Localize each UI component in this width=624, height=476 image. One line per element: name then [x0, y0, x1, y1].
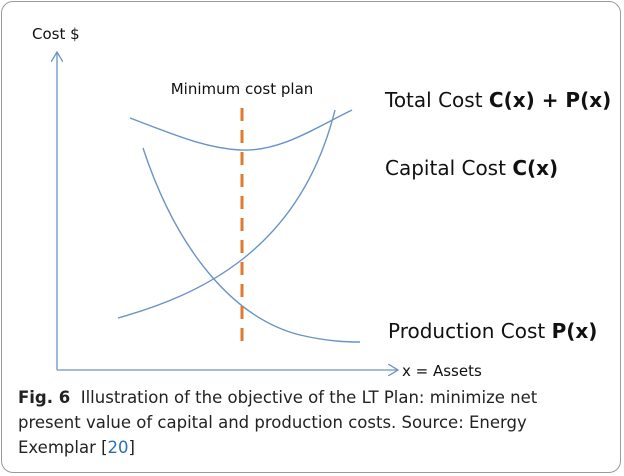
diagram: Cost $ x = Assets Minimum cost plan Tota… — [32, 25, 611, 380]
total-cost-curve — [129, 109, 353, 151]
production-cost-curve — [142, 147, 361, 343]
caption-end: ] — [128, 438, 135, 457]
curve-label: Capital Cost C(x) — [385, 156, 558, 180]
x-axis-label: x = Assets — [402, 362, 482, 380]
curve-formula: C(x) — [512, 156, 558, 180]
curve-label: Total Cost C(x) + P(x) — [384, 88, 611, 112]
y-axis-label: Cost $ — [32, 25, 80, 43]
annotation: Minimum cost plan — [171, 80, 314, 98]
capital-cost-curve — [117, 109, 336, 319]
curve-name: Capital Cost — [385, 156, 506, 180]
curve-label: Production Cost P(x) — [388, 319, 597, 343]
curve-formula: C(x) + P(x) — [489, 88, 611, 112]
curve-formula: P(x) — [552, 319, 598, 343]
curve-name: Production Cost — [388, 319, 545, 343]
curve-name: Total Cost — [384, 88, 483, 112]
caption-text: Illustration of the objective of the LT … — [18, 388, 538, 457]
caption-reference[interactable]: 20 — [107, 438, 129, 457]
caption-label: Fig. 6 — [18, 388, 71, 407]
caption: Fig. 6 Illustration of the objective of … — [18, 385, 603, 460]
